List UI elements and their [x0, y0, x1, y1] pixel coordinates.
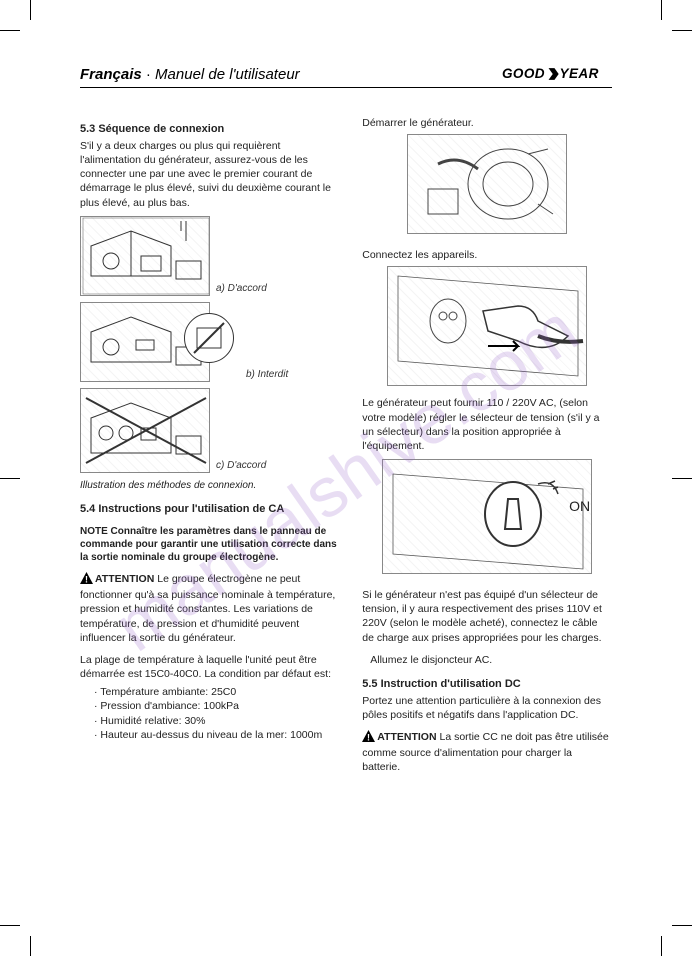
- crop-mark: [672, 925, 692, 926]
- figure-a-caption: a) D'accord: [216, 282, 267, 296]
- left-column: 5.3 Séquence de connexion S'il y a deux …: [80, 116, 342, 783]
- svg-text:GOOD: GOOD: [502, 66, 545, 81]
- header-separator: ·: [142, 66, 155, 83]
- figure-c: c) D'accord: [80, 388, 342, 473]
- attention-label: ATTENTION: [95, 573, 154, 585]
- figure-a: a) D'accord: [80, 216, 342, 296]
- crop-mark: [672, 478, 692, 479]
- bullet-pressure: Pression d'ambiance: 100kPa: [94, 699, 342, 713]
- crop-mark: [0, 478, 20, 479]
- figure-switch: [382, 459, 592, 574]
- warning-icon: !: [362, 730, 375, 746]
- page-content: Français · Manuel de l'utilisateur GOOD …: [35, 35, 657, 921]
- figure-c-image: [80, 388, 210, 473]
- crop-mark: [0, 925, 20, 926]
- section-54-title: 5.4 Instructions pour l'utilisation de C…: [80, 502, 342, 517]
- figure-b: b) Interdit: [80, 302, 342, 382]
- switch-on-label: ON: [569, 497, 590, 516]
- breaker-step: Allumez le disjoncteur AC.: [370, 653, 612, 667]
- figure-switch-container: ON: [382, 459, 592, 574]
- warning-icon: !: [80, 572, 93, 588]
- section-55-body: Portez une attention particulière à la c…: [362, 694, 612, 722]
- step-connect-devices: Connectez les appareils.: [362, 248, 612, 262]
- step-start-generator: Démarrer le générateur.: [362, 116, 612, 130]
- crop-mark: [672, 30, 692, 31]
- svg-text:YEAR: YEAR: [560, 66, 599, 81]
- bullet-altitude: Hauteur au-dessus du niveau de la mer: 1…: [94, 728, 342, 742]
- attention-label: ATTENTION: [377, 731, 436, 743]
- section-55-title: 5.5 Instruction d'utilisation DC: [362, 677, 612, 692]
- goodyear-logo: GOOD YEAR: [502, 65, 612, 83]
- section-53-title: 5.3 Séquence de connexion: [80, 122, 342, 137]
- figure-c-caption: c) D'accord: [216, 459, 266, 473]
- figure-b-caption: b) Interdit: [246, 368, 288, 382]
- section-54-attention: !ATTENTION Le groupe électrogène ne peut…: [80, 572, 342, 645]
- header-language: Français: [80, 66, 142, 83]
- section-54-note: NOTE Connaître les paramètres dans le pa…: [80, 525, 342, 564]
- crop-mark: [30, 0, 31, 20]
- header-manual-title: Manuel de l'utilisateur: [155, 66, 300, 83]
- svg-text:!: !: [85, 575, 88, 585]
- crop-mark: [661, 936, 662, 956]
- bullet-temp: Température ambiante: 25C0: [94, 685, 342, 699]
- illustration-caption: Illustration des méthodes de connexion.: [80, 479, 342, 493]
- figure-b-image: [80, 302, 210, 382]
- section-54-range: La plage de température à laquelle l'uni…: [80, 653, 342, 681]
- figure-generator: [407, 134, 567, 234]
- figure-a-image: [80, 216, 210, 296]
- default-conditions-list: Température ambiante: 25C0 Pression d'am…: [94, 685, 342, 742]
- voltage-note: Le générateur peut fournir 110 / 220V AC…: [362, 396, 612, 453]
- crop-mark: [661, 0, 662, 20]
- page-header: Français · Manuel de l'utilisateur GOOD …: [80, 65, 612, 88]
- crop-mark: [30, 936, 31, 956]
- bullet-humidity: Humidité relative: 30%: [94, 714, 342, 728]
- content-columns: 5.3 Séquence de connexion S'il y a deux …: [80, 116, 612, 783]
- crop-mark: [0, 30, 20, 31]
- selector-note: Si le générateur n'est pas équipé d'un s…: [362, 588, 612, 645]
- section-55-attention: !ATTENTION La sortie CC ne doit pas être…: [362, 730, 612, 775]
- svg-text:!: !: [367, 733, 370, 743]
- header-title: Français · Manuel de l'utilisateur: [80, 66, 300, 83]
- figure-plug: [387, 266, 587, 386]
- section-53-body: S'il y a deux charges ou plus qui requiè…: [80, 139, 342, 210]
- right-column: Démarrer le générateur. Connectez les ap…: [362, 116, 612, 783]
